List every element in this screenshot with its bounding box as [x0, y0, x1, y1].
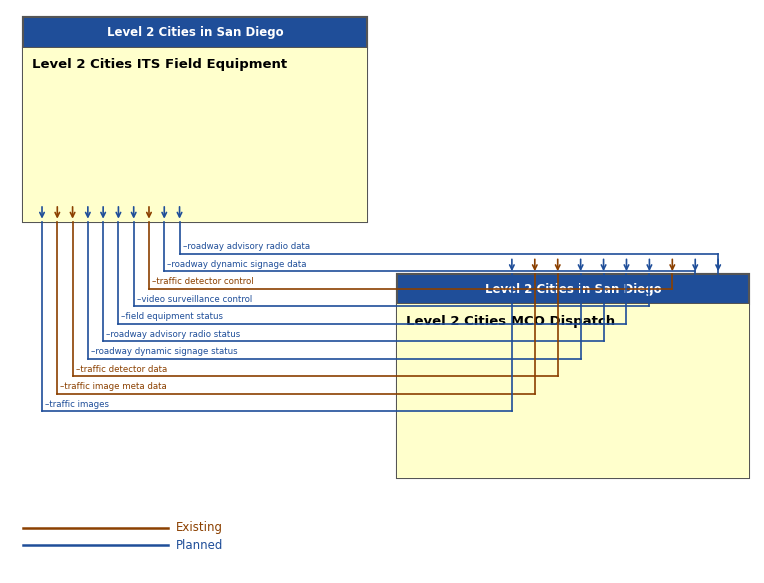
Bar — [397, 274, 749, 478]
Text: –roadway dynamic signage status: –roadway dynamic signage status — [91, 347, 238, 356]
Text: –roadway advisory radio data: –roadway advisory radio data — [183, 243, 309, 251]
Text: –traffic detector control: –traffic detector control — [152, 278, 254, 286]
Text: Level 2 Cities in San Diego: Level 2 Cities in San Diego — [106, 26, 283, 39]
Text: Level 2 Cities MCO Dispatch: Level 2 Cities MCO Dispatch — [406, 315, 616, 328]
Bar — [23, 48, 367, 222]
Text: –roadway dynamic signage data: –roadway dynamic signage data — [167, 260, 307, 269]
Text: –roadway advisory radio status: –roadway advisory radio status — [106, 330, 241, 339]
Text: –traffic image meta data: –traffic image meta data — [60, 382, 167, 391]
Text: Level 2 Cities ITS Field Equipment: Level 2 Cities ITS Field Equipment — [32, 58, 287, 71]
Text: –video surveillance control: –video surveillance control — [137, 295, 252, 304]
Bar — [23, 17, 367, 48]
Bar — [23, 17, 367, 222]
Text: Existing: Existing — [176, 521, 223, 534]
Bar — [397, 304, 749, 478]
Text: –traffic images: –traffic images — [45, 400, 109, 409]
Bar — [397, 274, 749, 304]
Text: Level 2 Cities in San Diego: Level 2 Cities in San Diego — [484, 283, 662, 296]
Text: –traffic detector data: –traffic detector data — [76, 365, 167, 374]
Text: –field equipment status: –field equipment status — [121, 312, 224, 321]
Text: Planned: Planned — [176, 539, 223, 552]
